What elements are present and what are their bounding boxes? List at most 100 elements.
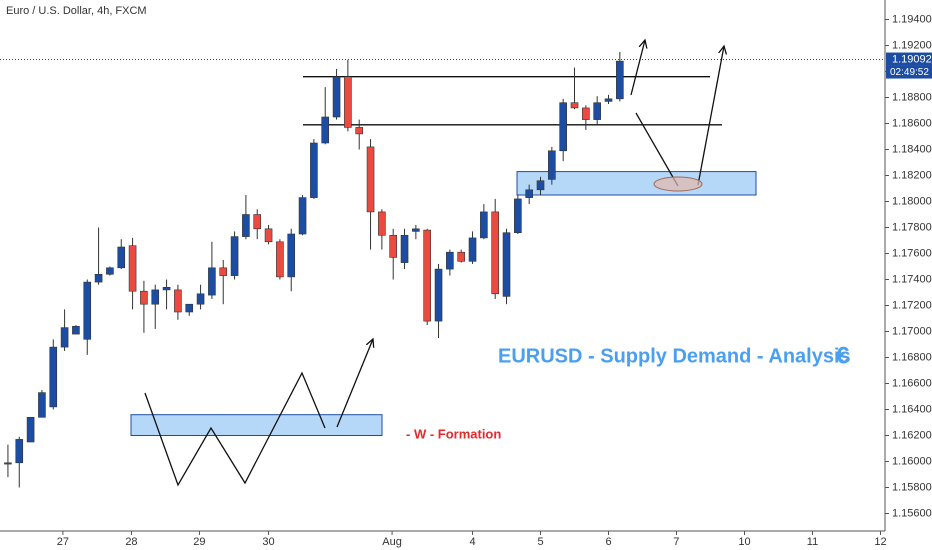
- candle-body: [400, 235, 409, 263]
- x-tick-label: 7: [673, 536, 679, 548]
- candle-body: [298, 197, 307, 235]
- candle-body: [468, 237, 477, 262]
- x-tick-label: 28: [125, 536, 137, 548]
- y-tick-label: 1.18400: [892, 143, 932, 155]
- candle-body: [548, 150, 556, 180]
- x-tick-label: 10: [738, 536, 750, 548]
- candle-body: [128, 245, 137, 292]
- candle-body: [253, 214, 262, 230]
- arrow: [697, 46, 724, 186]
- candle-body: [185, 303, 194, 313]
- y-tick-label: 1.16600: [892, 377, 932, 389]
- candle-body: [355, 127, 364, 135]
- x-tick-label: 5: [537, 536, 543, 548]
- candle-body: [446, 251, 454, 270]
- y-tick-label: 1.18600: [892, 117, 932, 129]
- price-tag: [886, 52, 932, 66]
- candle-body: [26, 416, 35, 443]
- candle-body: [219, 267, 228, 276]
- x-tick-label: 27: [57, 536, 69, 548]
- candle-body: [321, 116, 330, 144]
- y-tick-label: 1.15600: [892, 507, 932, 519]
- y-tick-label: 1.16400: [892, 403, 932, 415]
- candle-body: [15, 439, 24, 464]
- target-ellipse: [653, 176, 703, 192]
- candle-body: [412, 228, 420, 232]
- candle-body: [38, 392, 46, 418]
- euro-icon: €: [836, 342, 849, 369]
- y-tick-label: 1.16800: [892, 351, 932, 363]
- candle-body: [49, 346, 58, 408]
- y-tick-label: 1.17200: [892, 299, 932, 311]
- arrow: [336, 339, 373, 428]
- y-tick-label: 1.16000: [892, 455, 932, 467]
- candle-body: [366, 146, 375, 213]
- candle-body: [276, 241, 284, 278]
- price-tag-label: 1.19092: [892, 53, 932, 65]
- y-tick-label: 1.18000: [892, 195, 932, 207]
- x-tick-label: 12: [874, 536, 886, 548]
- countdown-label: 02:49:52: [890, 67, 929, 78]
- candle-body: [582, 107, 590, 120]
- candle-body: [230, 236, 239, 276]
- candle-body: [310, 142, 318, 198]
- y-tick-label: 1.17800: [892, 221, 932, 233]
- candle-body: [480, 211, 488, 239]
- candle-body: [593, 102, 601, 120]
- candle-body: [559, 102, 567, 152]
- arrow: [630, 40, 645, 96]
- candle-body: [423, 229, 432, 322]
- w-pattern: [144, 371, 326, 487]
- candle-body: [344, 76, 352, 128]
- candle-body: [491, 211, 499, 295]
- candle-body: [106, 267, 114, 275]
- candle-body: [525, 189, 533, 198]
- candle-body: [151, 289, 160, 305]
- x-tick-label: 4: [469, 536, 475, 548]
- x-tick-label: 6: [605, 536, 611, 548]
- candle-body: [389, 235, 398, 258]
- candle-body: [140, 290, 148, 305]
- candle-body: [378, 211, 386, 236]
- candle-body: [117, 246, 126, 269]
- y-tick-label: 1.15800: [892, 481, 932, 493]
- candle-body: [196, 293, 205, 305]
- candle-body: [604, 98, 613, 102]
- y-tick-label: 1.18200: [892, 169, 932, 181]
- arrow-down: [635, 112, 679, 187]
- chart-title: Euro / U.S. Dollar, 4h, FXCM: [6, 5, 147, 17]
- formation-label: - W - Formation: [406, 426, 501, 441]
- candle-body: [332, 76, 341, 118]
- y-tick-label: 1.18800: [892, 91, 932, 103]
- y-tick-label: 1.16200: [892, 429, 932, 441]
- y-tick-label: 1.17600: [892, 247, 932, 259]
- y-tick-label: 1.17000: [892, 325, 932, 337]
- candle-body: [616, 60, 624, 100]
- drawings: [144, 40, 724, 487]
- candle-body: [242, 214, 250, 237]
- annotation: EURUSD - Supply Demand - Analysis: [498, 345, 851, 367]
- demand-zone: [130, 414, 383, 437]
- candle-body: [570, 102, 579, 109]
- candle-body: [434, 268, 443, 322]
- y-tick-label: 1.19200: [892, 39, 932, 51]
- y-tick-label: 1.19400: [892, 13, 932, 25]
- candle-body: [162, 286, 171, 291]
- candle-body: [60, 327, 69, 348]
- candle-body: [502, 232, 511, 297]
- candle-body: [208, 267, 216, 296]
- x-tick-label: 29: [193, 536, 205, 548]
- x-tick-label: Aug: [382, 536, 402, 548]
- candle-body: [536, 180, 545, 191]
- candle-body: [83, 281, 92, 340]
- candle-body: [287, 233, 296, 278]
- candle-body: [94, 273, 103, 283]
- y-tick-label: 1.17400: [892, 273, 932, 285]
- candle-body: [264, 228, 273, 243]
- candle-body: [174, 289, 182, 313]
- demand-zone: [516, 171, 757, 196]
- candle-body: [457, 251, 465, 262]
- x-tick-label: 11: [807, 536, 818, 548]
- candle-body: [72, 325, 80, 335]
